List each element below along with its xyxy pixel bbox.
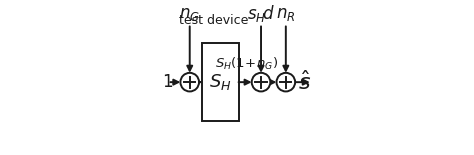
Text: $\mathit{n}_R$: $\mathit{n}_R$ [276, 5, 296, 23]
Circle shape [252, 73, 270, 91]
Text: $\hat{s}$: $\hat{s}$ [298, 70, 311, 94]
Text: $s_H\!d$: $s_H\!d$ [247, 3, 275, 24]
Text: $S_H$: $S_H$ [209, 72, 232, 92]
Text: $S_H(1\!+\!n_G)$: $S_H(1\!+\!n_G)$ [215, 55, 278, 72]
Text: $1$: $1$ [162, 73, 173, 91]
Bar [202, 43, 238, 121]
Circle shape [276, 73, 295, 91]
Text: $\mathit{n}_G$: $\mathit{n}_G$ [179, 5, 200, 23]
Circle shape [181, 73, 199, 91]
Text: test device: test device [179, 14, 248, 27]
